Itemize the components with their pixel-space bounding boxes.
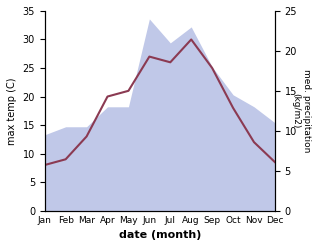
Y-axis label: max temp (C): max temp (C): [7, 77, 17, 144]
Y-axis label: med. precipitation
(kg/m2): med. precipitation (kg/m2): [292, 69, 311, 152]
X-axis label: date (month): date (month): [119, 230, 201, 240]
